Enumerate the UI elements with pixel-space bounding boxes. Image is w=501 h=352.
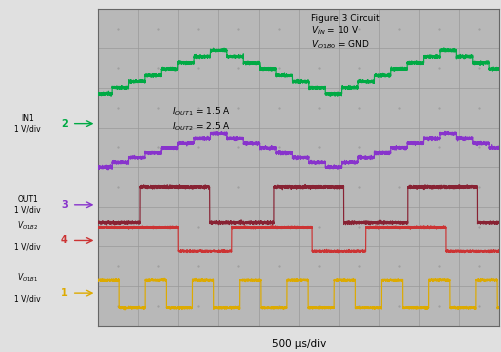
Text: 1 V/div: 1 V/div [14, 242, 41, 251]
Text: Figure 3 Circuit
$V_{IN}$ = 10 V
$V_{O1B0}$ = GND: Figure 3 Circuit $V_{IN}$ = 10 V $V_{O1B… [310, 13, 379, 51]
Text: 1: 1 [61, 288, 68, 298]
Text: $I_{OUT1}$ = 1.5 A
$I_{OUT2}$ = 2.5 A: $I_{OUT1}$ = 1.5 A $I_{OUT2}$ = 2.5 A [172, 106, 230, 133]
Text: 3: 3 [61, 200, 68, 210]
Text: $V_{O1B1}$: $V_{O1B1}$ [17, 272, 38, 284]
Text: OUT1
1 V/div: OUT1 1 V/div [14, 195, 41, 214]
Text: 2: 2 [61, 119, 68, 128]
Text: 1 V/div: 1 V/div [14, 295, 41, 304]
Text: 4: 4 [61, 235, 68, 245]
Text: IN1
1 V/div: IN1 1 V/div [14, 114, 41, 133]
Text: $V_{O1B2}$: $V_{O1B2}$ [17, 219, 38, 232]
Text: 500 μs/div: 500 μs/div [271, 339, 325, 349]
